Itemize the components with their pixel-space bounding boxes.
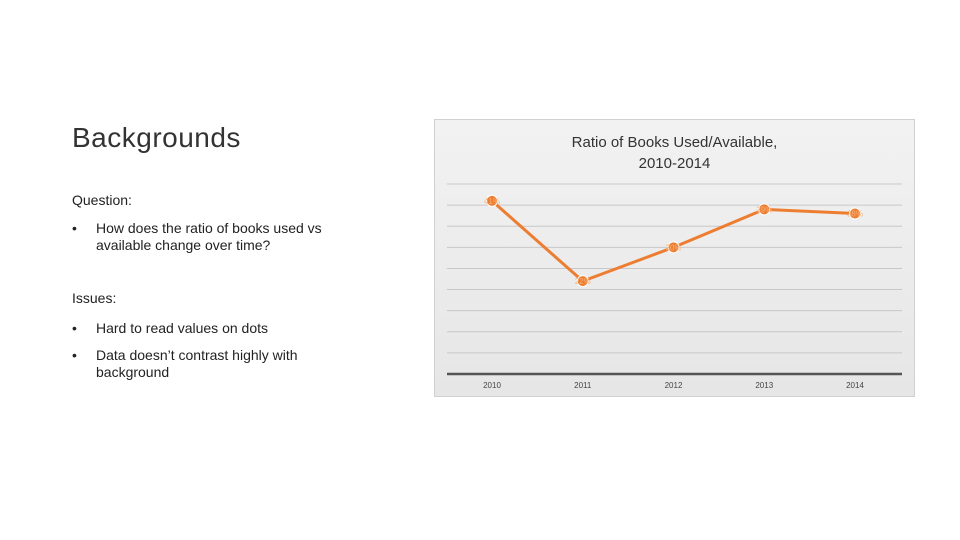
data-point [486,194,498,207]
data-point [849,207,861,220]
x-tick-label: 2012 [665,381,683,390]
data-label: 39% [756,205,772,214]
issues-label: Issues: [72,290,117,306]
question-label: Question: [72,192,132,208]
data-point [576,275,589,288]
bullet-glyph: • [72,220,77,236]
data-point [758,203,771,216]
issue-text: Data doesn’t contrast highly with backgr… [96,347,298,380]
data-label: 38% [847,210,863,219]
chart-title-line: Ratio of Books Used/Available, [571,134,778,151]
data-label: 22% [575,277,591,286]
x-tick-label: 2014 [846,381,864,390]
x-tick-label: 2013 [755,381,773,390]
data-label: 30% [665,243,681,252]
slide-title: Backgrounds [72,122,241,153]
chart-title-line: 2010-2014 [638,155,711,172]
data-point [667,241,680,254]
chart-plot: 2010 2011 2012 2013 2014 41% 22% 30% 39% 38% [447,183,902,390]
chart-title: Ratio of Books Used/Available, 2010-2014 [435,132,914,174]
issue-text: Hard to read values on dots [96,320,268,336]
question-text: How does the ratio of books used vs avai… [96,220,322,253]
x-tick-label: 2010 [483,381,501,390]
bullet-glyph: • [72,320,77,336]
chart: Ratio of Books Used/Available, 2010-2014… [434,119,915,397]
bullet-glyph: • [72,347,77,363]
data-label: 41% [484,197,500,206]
x-tick-label: 2011 [574,381,592,390]
series-line [491,199,856,283]
